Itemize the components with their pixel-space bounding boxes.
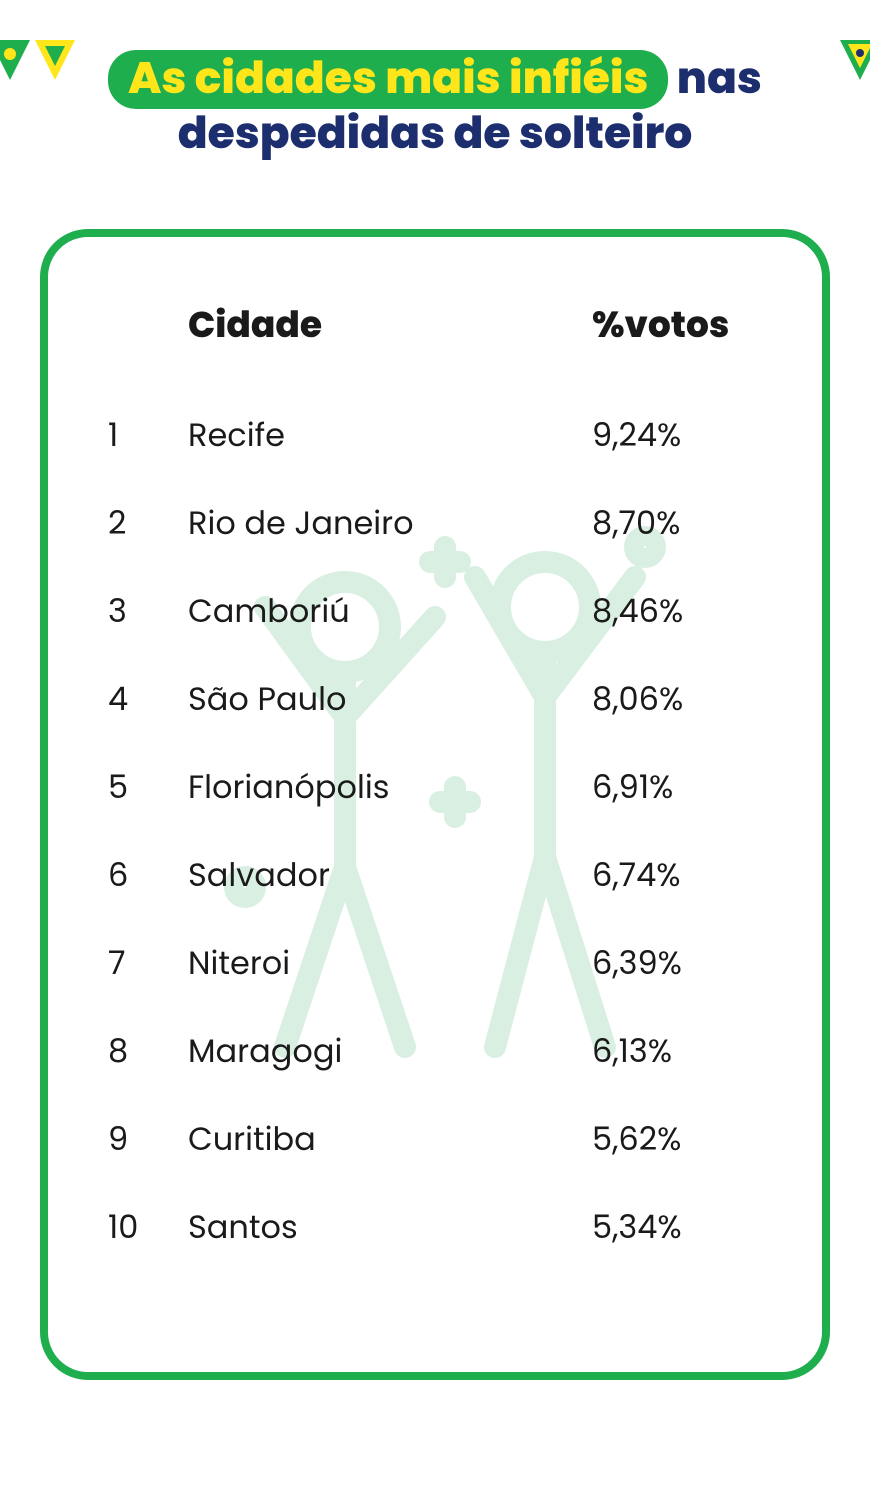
table-row: 10Santos5,34% xyxy=(108,1204,762,1252)
pct-cell: 9,24% xyxy=(592,412,762,460)
pct-cell: 6,91% xyxy=(592,764,762,812)
city-cell: Maragogi xyxy=(178,1028,592,1076)
table-row: 9Curitiba5,62% xyxy=(108,1116,762,1164)
pct-cell: 6,39% xyxy=(592,940,762,988)
city-cell: Santos xyxy=(178,1204,592,1252)
city-cell: Rio de Janeiro xyxy=(178,500,592,548)
rank-cell: 6 xyxy=(108,852,178,900)
city-cell: Florianópolis xyxy=(178,764,592,812)
pct-cell: 5,62% xyxy=(592,1116,762,1164)
rank-cell: 3 xyxy=(108,588,178,636)
rank-cell: 9 xyxy=(108,1116,178,1164)
title-highlight: As cidades mais infiéis xyxy=(108,50,668,109)
table-rows: 1Recife9,24% 2Rio de Janeiro8,70% 3Cambori… xyxy=(108,412,762,1252)
table-header: Cidade %votos xyxy=(108,297,762,352)
table-row: 8Maragogi6,13% xyxy=(108,1028,762,1076)
ranking-card: Cidade %votos 1Recife9,24% 2Rio de Janeir… xyxy=(40,229,830,1380)
city-cell: Curitiba xyxy=(178,1116,592,1164)
rank-cell: 2 xyxy=(108,500,178,548)
title-line2: despedidas de solteiro xyxy=(40,109,830,160)
pct-cell: 6,13% xyxy=(592,1028,762,1076)
rank-cell: 7 xyxy=(108,940,178,988)
header-pct: %votos xyxy=(592,297,762,352)
city-cell: Recife xyxy=(178,412,592,460)
rank-cell: 4 xyxy=(108,676,178,724)
city-cell: São Paulo xyxy=(178,676,592,724)
table-row: 4São Paulo8,06% xyxy=(108,676,762,724)
bunting-left-icon xyxy=(0,40,140,117)
table-row: 6Salvador6,74% xyxy=(108,852,762,900)
rank-cell: 8 xyxy=(108,1028,178,1076)
rank-cell: 1 xyxy=(108,412,178,460)
city-cell: Niteroi xyxy=(178,940,592,988)
table-row: 7Niteroi6,39% xyxy=(108,940,762,988)
bunting-right-icon xyxy=(810,40,870,117)
pct-cell: 5,34% xyxy=(592,1204,762,1252)
city-cell: Camboriú xyxy=(178,588,592,636)
table-row: 2Rio de Janeiro8,70% xyxy=(108,500,762,548)
table-row: 5Florianópolis6,91% xyxy=(108,764,762,812)
header-city: Cidade xyxy=(178,297,592,352)
rank-cell: 5 xyxy=(108,764,178,812)
pct-cell: 8,46% xyxy=(592,588,762,636)
city-cell: Salvador xyxy=(178,852,592,900)
pct-cell: 8,06% xyxy=(592,676,762,724)
rank-cell: 10 xyxy=(108,1204,178,1252)
title-part2: nas xyxy=(668,48,762,109)
table-row: 3Camboriú8,46% xyxy=(108,588,762,636)
pct-cell: 8,70% xyxy=(592,500,762,548)
table-row: 1Recife9,24% xyxy=(108,412,762,460)
pct-cell: 6,74% xyxy=(592,852,762,900)
